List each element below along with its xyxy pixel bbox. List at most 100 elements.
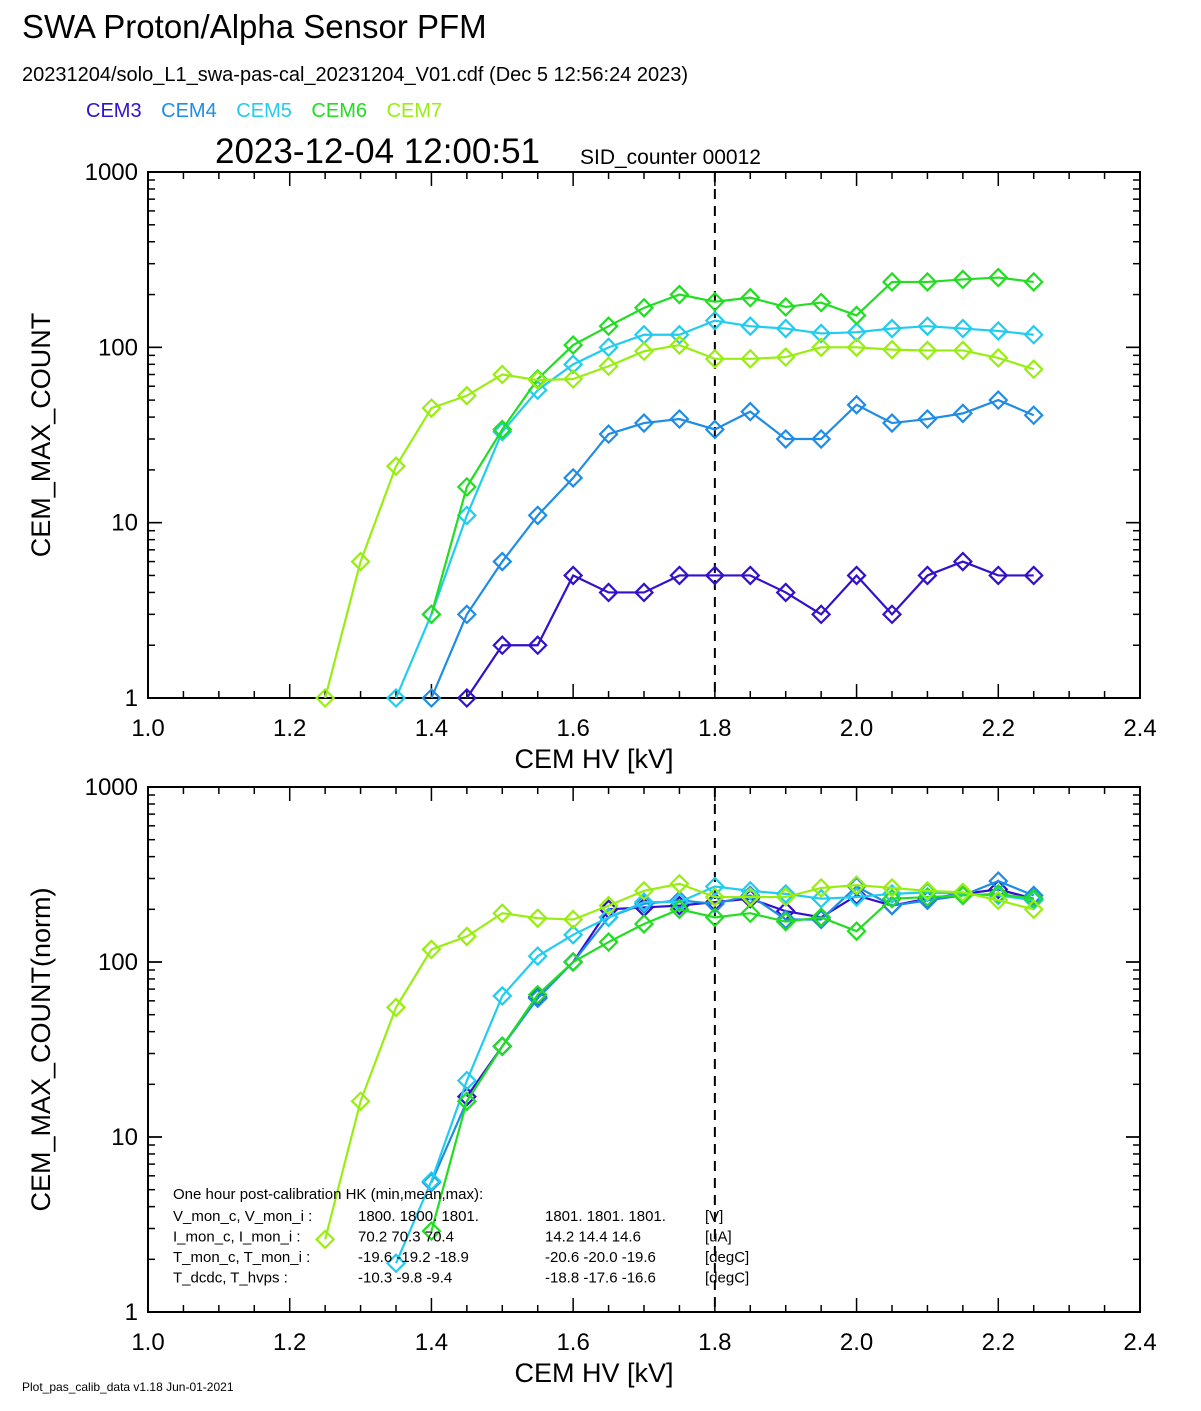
data-point [492,421,513,442]
data-point [421,1171,442,1192]
data-point [917,316,938,337]
series-line [430,276,1034,615]
data-point [988,390,1009,411]
data-point [952,318,973,339]
data-point [917,565,938,586]
legend-item-cem4: CEM4 [161,100,217,122]
data-point [881,412,903,434]
data-point [492,551,513,572]
data-point [633,412,655,434]
data-point [846,394,867,415]
data-point [811,292,832,313]
data-point [598,582,619,603]
data-point [456,926,477,947]
hk-row-c-values: -19.6 -19.2 -18.9 [358,1249,469,1266]
data-point [456,1070,477,1091]
data-point [740,903,761,924]
legend: CEM3 CEM4 CEM5 CEM6 CEM7 [86,100,456,123]
x-tick-label: 1.2 [273,1329,306,1356]
series-cem6 [421,267,1044,625]
data-point [740,565,761,586]
hk-row-i-values: -20.6 -20.0 -19.6 [545,1249,656,1266]
data-point [633,892,655,913]
hk-row-label: I_mon_c, I_mon_i : [173,1229,301,1246]
data-point [740,887,761,908]
data-point [740,316,761,337]
data-point [740,287,761,308]
data-point [669,284,690,305]
series-cem3 [456,551,1044,709]
hk-row-c-values: 1800. 1800. 1801. [358,1208,479,1225]
data-point [315,687,336,709]
data-point [421,1221,442,1242]
data-point [456,385,477,406]
data-point [846,305,867,326]
data-point [421,604,442,625]
data-point [988,871,1009,892]
data-point [775,911,796,932]
data-point [775,582,796,603]
hk-row-i-values: 14.2 14.4 14.6 [545,1229,641,1246]
data-point [633,913,655,934]
data-point [811,428,832,450]
data-point [669,873,690,894]
footer-version: Plot_pas_calib_data v1.18 Jun-01-2021 [22,1380,234,1394]
data-point [952,551,973,572]
data-point [456,604,477,625]
hk-row-unit: [degC] [705,1249,749,1266]
data-point [527,984,548,1005]
x-axis-label: CEM HV [kV] [514,1358,673,1388]
chart-2: 1.0 1.2 1.4 1.6 1.8 2.0 2.2 2.4 1 10 100 1000 CEM HV… [26,774,1157,1388]
y-tick-label: 10 [111,1124,138,1151]
data-point [704,348,725,369]
data-point [492,985,513,1006]
series-line [430,879,1035,1183]
x-tick-label: 1.8 [698,715,731,742]
y-axis-label: CEM_MAX_COUNT [26,313,56,558]
data-point [775,887,796,908]
data-point [669,899,690,920]
data-point [811,604,832,625]
legend-item-cem5: CEM5 [236,100,292,122]
data-point [350,551,371,572]
data-point [846,565,867,586]
x-tick-label: 1.4 [415,715,448,742]
data-point [563,354,584,375]
y-axis-label: CEM_MAX_COUNT(norm) [26,887,56,1211]
data-point [846,337,867,358]
data-point [881,271,903,293]
series-cem7 [315,873,1044,1250]
data-point [811,877,832,898]
x-tick-label: 2.2 [982,715,1015,742]
data-point [563,368,584,390]
data-point [563,467,584,488]
x-tick-label: 1.2 [273,715,306,742]
data-point [527,635,548,656]
data-point [811,323,832,344]
data-point [740,401,761,422]
data-point [669,324,690,345]
data-point [669,565,690,586]
data-point [1023,899,1044,920]
data-point [1023,885,1044,906]
sid-counter: SID_counter 00012 [580,146,761,169]
data-point [456,476,477,497]
series-cem5 [385,310,1044,709]
data-point [917,408,938,430]
data-point [988,347,1009,368]
data-point [598,337,619,358]
data-point [633,582,655,603]
data-point [1023,888,1044,909]
hk-row-unit: [uA] [705,1229,732,1246]
data-point [1023,271,1044,293]
data-point [775,296,796,317]
x-tick-label: 1.0 [131,715,164,742]
data-point [527,946,548,967]
data-point [1023,565,1044,586]
data-point [421,687,442,709]
data-point [811,888,832,909]
data-point [633,880,655,901]
data-point [527,908,548,929]
x-tick-label: 2.0 [840,1329,873,1356]
data-point [811,907,832,928]
